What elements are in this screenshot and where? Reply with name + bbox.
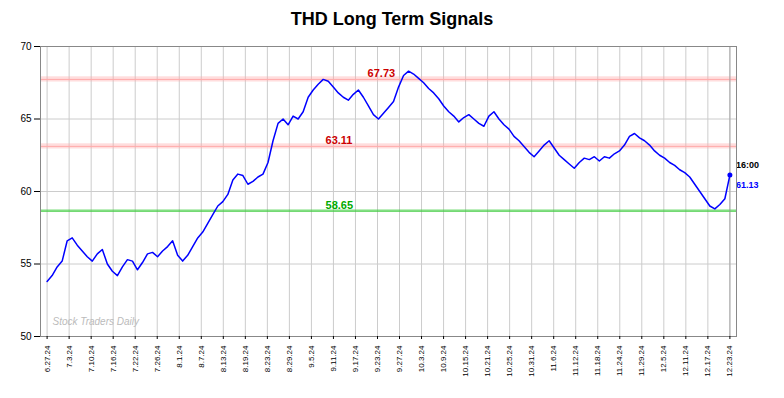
svg-text:70: 70: [20, 41, 32, 52]
svg-text:8.23.24: 8.23.24: [263, 345, 272, 372]
svg-text:9.27.24: 9.27.24: [395, 345, 404, 372]
svg-text:7.16.24: 7.16.24: [109, 345, 118, 372]
svg-text:12.11.24: 12.11.24: [681, 345, 690, 376]
svg-text:8.7.24: 8.7.24: [197, 345, 206, 368]
svg-text:11.29.24: 11.29.24: [637, 345, 646, 376]
svg-text:8.1.24: 8.1.24: [175, 345, 184, 368]
svg-text:11.24.24: 11.24.24: [615, 345, 624, 376]
svg-text:Stock Traders Daily: Stock Traders Daily: [53, 316, 141, 327]
svg-text:12.17.24: 12.17.24: [703, 345, 712, 377]
svg-text:10.9.24: 10.9.24: [439, 345, 448, 372]
svg-text:6.27.24: 6.27.24: [43, 345, 52, 372]
svg-text:8.13.24: 8.13.24: [219, 345, 228, 372]
svg-text:12.5.24: 12.5.24: [659, 345, 668, 372]
svg-text:11.18.24: 11.18.24: [593, 345, 602, 376]
svg-text:50: 50: [20, 331, 32, 342]
svg-text:10.15.24: 10.15.24: [461, 345, 470, 377]
svg-text:9.5.24: 9.5.24: [307, 345, 316, 368]
svg-text:10.31.24: 10.31.24: [527, 345, 536, 377]
svg-text:58.65: 58.65: [326, 199, 354, 211]
svg-text:67.73: 67.73: [368, 67, 396, 79]
svg-text:11.12.24: 11.12.24: [571, 345, 580, 376]
html-text:THD Long Term Signals: THD Long Term Signals: [290, 9, 494, 29]
svg-text:10.3.24: 10.3.24: [417, 345, 426, 372]
svg-text:8.19.24: 8.19.24: [241, 345, 250, 372]
svg-text:7.3.24: 7.3.24: [65, 345, 74, 368]
svg-text:63.11: 63.11: [326, 134, 353, 146]
svg-text:16:00: 16:00: [736, 160, 759, 170]
svg-text:7.10.24: 7.10.24: [87, 345, 96, 372]
svg-text:9.17.24: 9.17.24: [351, 345, 360, 372]
svg-text:55: 55: [20, 258, 32, 269]
svg-text:11.6.24: 11.6.24: [549, 345, 558, 372]
svg-text:7.26.24: 7.26.24: [153, 345, 162, 372]
svg-text:9.23.24: 9.23.24: [373, 345, 382, 372]
svg-text:8.29.24: 8.29.24: [285, 345, 294, 372]
svg-text:12.23.24: 12.23.24: [725, 345, 734, 377]
svg-text:10.25.24: 10.25.24: [505, 345, 514, 377]
svg-text:9.11.24: 9.11.24: [329, 345, 338, 372]
svg-text:7.22.24: 7.22.24: [131, 345, 140, 372]
svg-text:65: 65: [20, 113, 32, 124]
svg-text:61.13: 61.13: [736, 180, 759, 190]
svg-text:60: 60: [20, 186, 32, 197]
svg-text:10.21.24: 10.21.24: [483, 345, 492, 377]
